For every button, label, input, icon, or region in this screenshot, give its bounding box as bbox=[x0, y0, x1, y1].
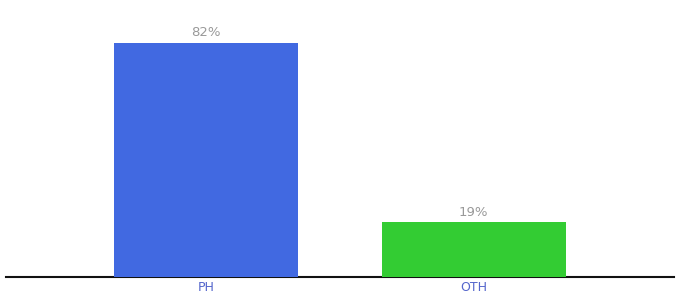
Text: 82%: 82% bbox=[192, 26, 221, 39]
Text: 19%: 19% bbox=[459, 206, 488, 219]
Bar bbox=[114, 43, 299, 277]
Bar bbox=[381, 222, 566, 277]
